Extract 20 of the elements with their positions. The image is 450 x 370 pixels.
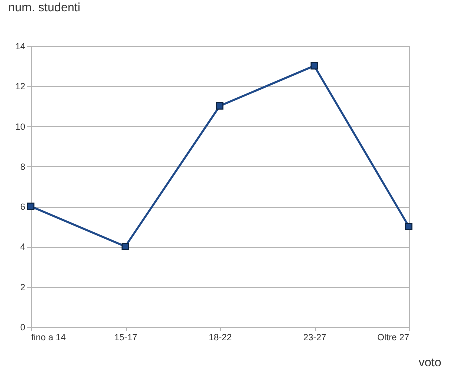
- x-tick-label: 15-17: [114, 332, 138, 342]
- point: [27, 202, 35, 210]
- y-tick-label: 4: [20, 242, 26, 252]
- y-tick-label: 10: [15, 122, 26, 132]
- y-tick-label: 0: [20, 322, 26, 332]
- point: [216, 102, 224, 110]
- y-tick-label: 6: [20, 202, 26, 212]
- point: [122, 243, 130, 250]
- point: [310, 62, 318, 70]
- x-tick-label: 23-27: [303, 332, 327, 342]
- x-tick-label: Oltre 27: [377, 332, 410, 342]
- x-tick-label: 18-22: [208, 332, 232, 342]
- x-axis-title: voto: [418, 356, 442, 370]
- y-tick-label: 2: [20, 282, 26, 292]
- point: [405, 222, 413, 230]
- y-tick-label: 8: [20, 162, 26, 172]
- y-tick-label: 12: [15, 82, 26, 92]
- y-tick-label: 14: [15, 42, 26, 52]
- y-axis-title: num. studenti: [8, 0, 81, 14]
- x-tick-label: fino a 14: [32, 332, 66, 342]
